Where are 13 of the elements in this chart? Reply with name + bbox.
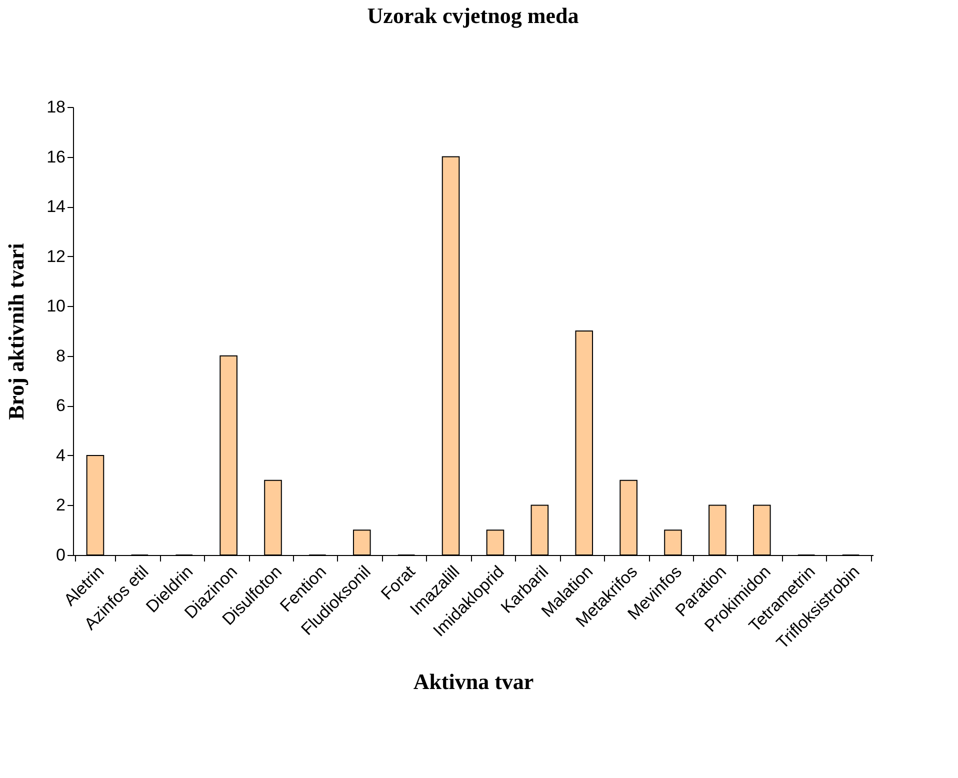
y-axis-title: Broj aktivnih tvari — [4, 243, 29, 420]
y-tick-label: 14 — [46, 197, 66, 216]
y-tick-label: 4 — [56, 446, 66, 465]
y-tick-label: 16 — [46, 147, 66, 166]
chart-title: Uzorak cvjetnog meda — [367, 3, 579, 28]
y-tick-label: 18 — [46, 98, 66, 116]
x-axis-title: Aktivna tvar — [413, 668, 534, 694]
y-tick-label: 8 — [56, 346, 66, 366]
y-tick-label: 0 — [56, 546, 66, 564]
y-tick-label: 2 — [56, 496, 66, 515]
y-tick-label: 6 — [56, 396, 66, 416]
y-tick-label: 10 — [46, 296, 66, 316]
y-tick-label: 12 — [46, 246, 66, 266]
